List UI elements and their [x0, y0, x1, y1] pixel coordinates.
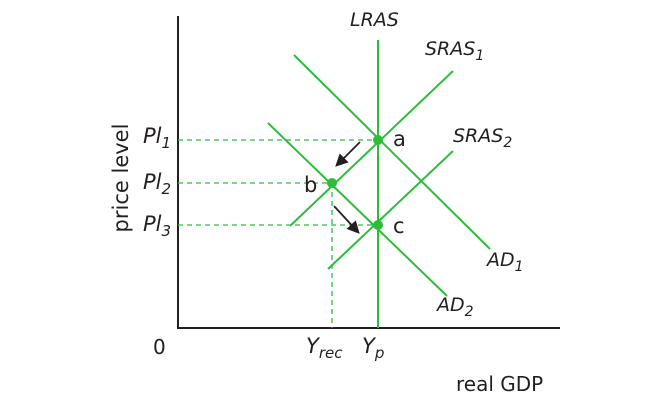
sras2-curve: [327, 150, 454, 270]
arrow-b-to-c: [333, 205, 360, 234]
ad2-label: AD2: [435, 294, 474, 320]
point-b-label: b: [304, 173, 317, 197]
guide-lines: [178, 139, 378, 328]
yp-label: Yp: [362, 334, 384, 362]
ad2-curve: [267, 122, 448, 297]
ad1-curve: [293, 54, 491, 250]
point-a-label: a: [393, 127, 406, 151]
x-axis-label: real GDP: [456, 372, 543, 396]
sras1-label: SRAS1: [425, 38, 484, 64]
yrec-label: Yrec: [306, 334, 343, 362]
lras-label: LRAS: [350, 9, 399, 31]
sras2-label: SRAS2: [453, 125, 512, 151]
point-c-marker: [373, 220, 383, 230]
point-c-label: c: [393, 214, 405, 238]
pl3-label: Pl3: [143, 212, 171, 240]
sras1-curve: [289, 70, 454, 227]
pl2-label: Pl2: [143, 170, 171, 198]
point-a-marker: [373, 135, 383, 145]
pl1-label: Pl1: [143, 124, 171, 152]
y-axis-label: price level: [109, 124, 133, 233]
origin-label: 0: [153, 335, 166, 359]
point-b-marker: [327, 178, 337, 188]
ad1-label: AD1: [485, 249, 524, 275]
arrow-a-to-b: [335, 141, 361, 167]
